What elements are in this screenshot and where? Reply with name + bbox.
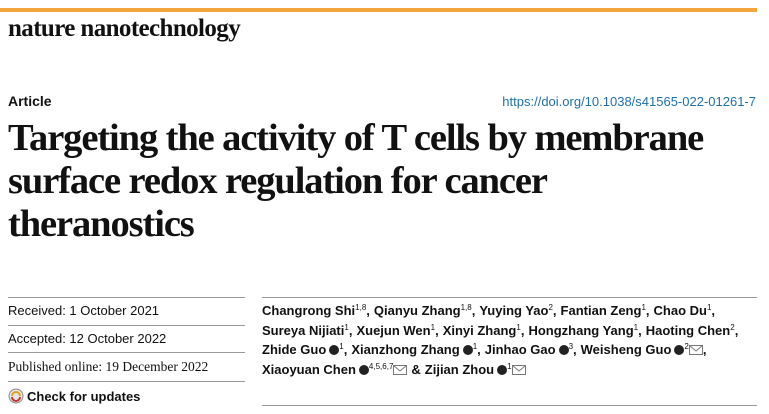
accepted-date: Accepted: 12 October 2022 xyxy=(8,331,167,346)
author-name: Changrong Shi xyxy=(262,303,356,319)
author-list: Changrong Shi 1,8, Qianyu Zhang 1,8, Yuying … xyxy=(262,301,742,379)
doi-link[interactable]: https://doi.org/10.1038/s41565-022-01261… xyxy=(502,94,756,109)
author-name: Yuying Yao xyxy=(479,303,549,319)
author: Xiaoyuan Chen 4,5,6,7 xyxy=(262,362,408,378)
email-icon[interactable] xyxy=(688,344,703,355)
affiliation: 1 xyxy=(472,342,478,352)
author: Jinhao Gao 3 xyxy=(485,342,573,357)
journal-name: nature nanotechnology xyxy=(8,15,241,42)
author: Qianyu Zhang 1,8 xyxy=(374,303,472,318)
divider xyxy=(262,297,757,298)
affiliation: 1 xyxy=(507,362,512,372)
author: Yuying Yao 2 xyxy=(479,303,553,318)
author-line: Zhide Guo 1, Xianzhong Zhang 1, Jinhao Gao 3,… xyxy=(262,340,742,360)
separator: , xyxy=(711,303,716,319)
orcid-icon[interactable] xyxy=(462,344,473,355)
published-date: Published online: 19 December 2022 xyxy=(8,359,209,374)
orcid-icon[interactable] xyxy=(558,344,569,355)
check-icon xyxy=(8,388,24,404)
author-name: Zhide Guo xyxy=(262,342,327,358)
author-line: Sureya Nijiati 1, Xuejun Wen 1, Xinyi Zhang 1… xyxy=(262,321,742,341)
separator: , xyxy=(552,303,557,319)
affiliation: 1 xyxy=(339,342,344,352)
author: Haoting Chen 2 xyxy=(646,323,735,338)
affiliation: 2 xyxy=(730,322,735,332)
author-name: Xiaoyuan Chen xyxy=(262,362,356,378)
affiliation: 1 xyxy=(706,303,712,313)
separator: , xyxy=(702,342,707,358)
author-name: Xianzhong Zhang xyxy=(351,342,460,358)
article-type: Article xyxy=(8,93,52,109)
check-updates-text[interactable]: Check for updates xyxy=(27,388,141,404)
separator: , xyxy=(477,342,481,358)
author: Xianzhong Zhang 1 xyxy=(351,342,477,357)
author: Zijian Zhou 1 xyxy=(425,362,526,377)
separator: , xyxy=(435,322,439,338)
divider xyxy=(8,297,245,298)
author: Sureya Nijiati 1 xyxy=(262,323,349,338)
affiliation: 1 xyxy=(633,322,639,332)
separator: & xyxy=(411,362,421,378)
separator: , xyxy=(343,342,348,358)
orcid-icon[interactable] xyxy=(674,344,685,355)
affiliation: 1 xyxy=(344,322,349,332)
separator: , xyxy=(645,303,650,319)
separator: , xyxy=(573,342,577,358)
article-title: Targeting the activity of T cells by mem… xyxy=(8,117,704,246)
separator: , xyxy=(366,303,370,319)
title-line: theranostics xyxy=(8,203,195,245)
affiliation: 1 xyxy=(516,322,521,332)
divider xyxy=(8,381,245,382)
author: Weisheng Guo 2 xyxy=(581,342,703,357)
divider xyxy=(8,352,245,353)
author: Xuejun Wen 1 xyxy=(356,323,435,338)
author-line: Xiaoyuan Chen 4,5,6,7 & Zijian Zhou 1 xyxy=(262,360,742,380)
separator: , xyxy=(734,322,739,338)
title-line: Targeting the activity of T cells by mem… xyxy=(8,117,704,159)
affiliation: 1 xyxy=(641,303,646,313)
separator: , xyxy=(638,322,642,338)
orcid-icon[interactable] xyxy=(358,364,369,375)
divider xyxy=(262,405,757,406)
affiliation: 1,8 xyxy=(355,303,367,313)
separator: , xyxy=(348,322,353,338)
author-line: Changrong Shi 1,8, Qianyu Zhang 1,8, Yuying … xyxy=(262,301,742,321)
author: Fantian Zeng 1 xyxy=(561,303,646,318)
top-bar xyxy=(0,8,757,12)
author-name: Xuejun Wen xyxy=(356,322,431,338)
separator: , xyxy=(520,322,525,338)
received-date: Received: 1 October 2021 xyxy=(8,303,160,318)
author: Chao Du 1 xyxy=(654,303,712,318)
check-updates[interactable]: Check for updates xyxy=(8,388,140,404)
author-name: Chao Du xyxy=(653,303,707,319)
author-name: Weisheng Guo xyxy=(580,342,672,358)
separator: , xyxy=(471,303,476,319)
author: Xinyi Zhang 1 xyxy=(443,323,521,338)
author-name: Zijian Zhou xyxy=(424,362,495,378)
author-name: Fantian Zeng xyxy=(560,303,642,319)
affiliation: 1,8 xyxy=(460,303,472,313)
divider xyxy=(8,325,245,326)
author-name: Xinyi Zhang xyxy=(442,322,517,338)
email-icon[interactable] xyxy=(393,364,408,375)
affiliation: 1 xyxy=(430,322,436,332)
affiliation: 4,5,6,7 xyxy=(368,362,394,372)
author-name: Haoting Chen xyxy=(645,322,731,338)
author-name: Sureya Nijiati xyxy=(262,322,345,338)
author: Zhide Guo 1 xyxy=(262,342,344,357)
affiliation: 2 xyxy=(548,303,553,313)
author-name: Jinhao Gao xyxy=(484,342,556,358)
author: Hongzhang Yang 1 xyxy=(528,323,638,338)
orcid-icon[interactable] xyxy=(329,344,340,355)
orcid-icon[interactable] xyxy=(497,364,508,375)
email-icon[interactable] xyxy=(511,364,526,375)
author-name: Qianyu Zhang xyxy=(373,303,461,319)
affiliation: 3 xyxy=(568,342,574,352)
affiliation: 2 xyxy=(684,342,689,352)
author-name: Hongzhang Yang xyxy=(528,322,634,338)
title-line: surface redox regulation for cancer xyxy=(8,160,548,202)
author: Changrong Shi 1,8 xyxy=(262,303,366,318)
